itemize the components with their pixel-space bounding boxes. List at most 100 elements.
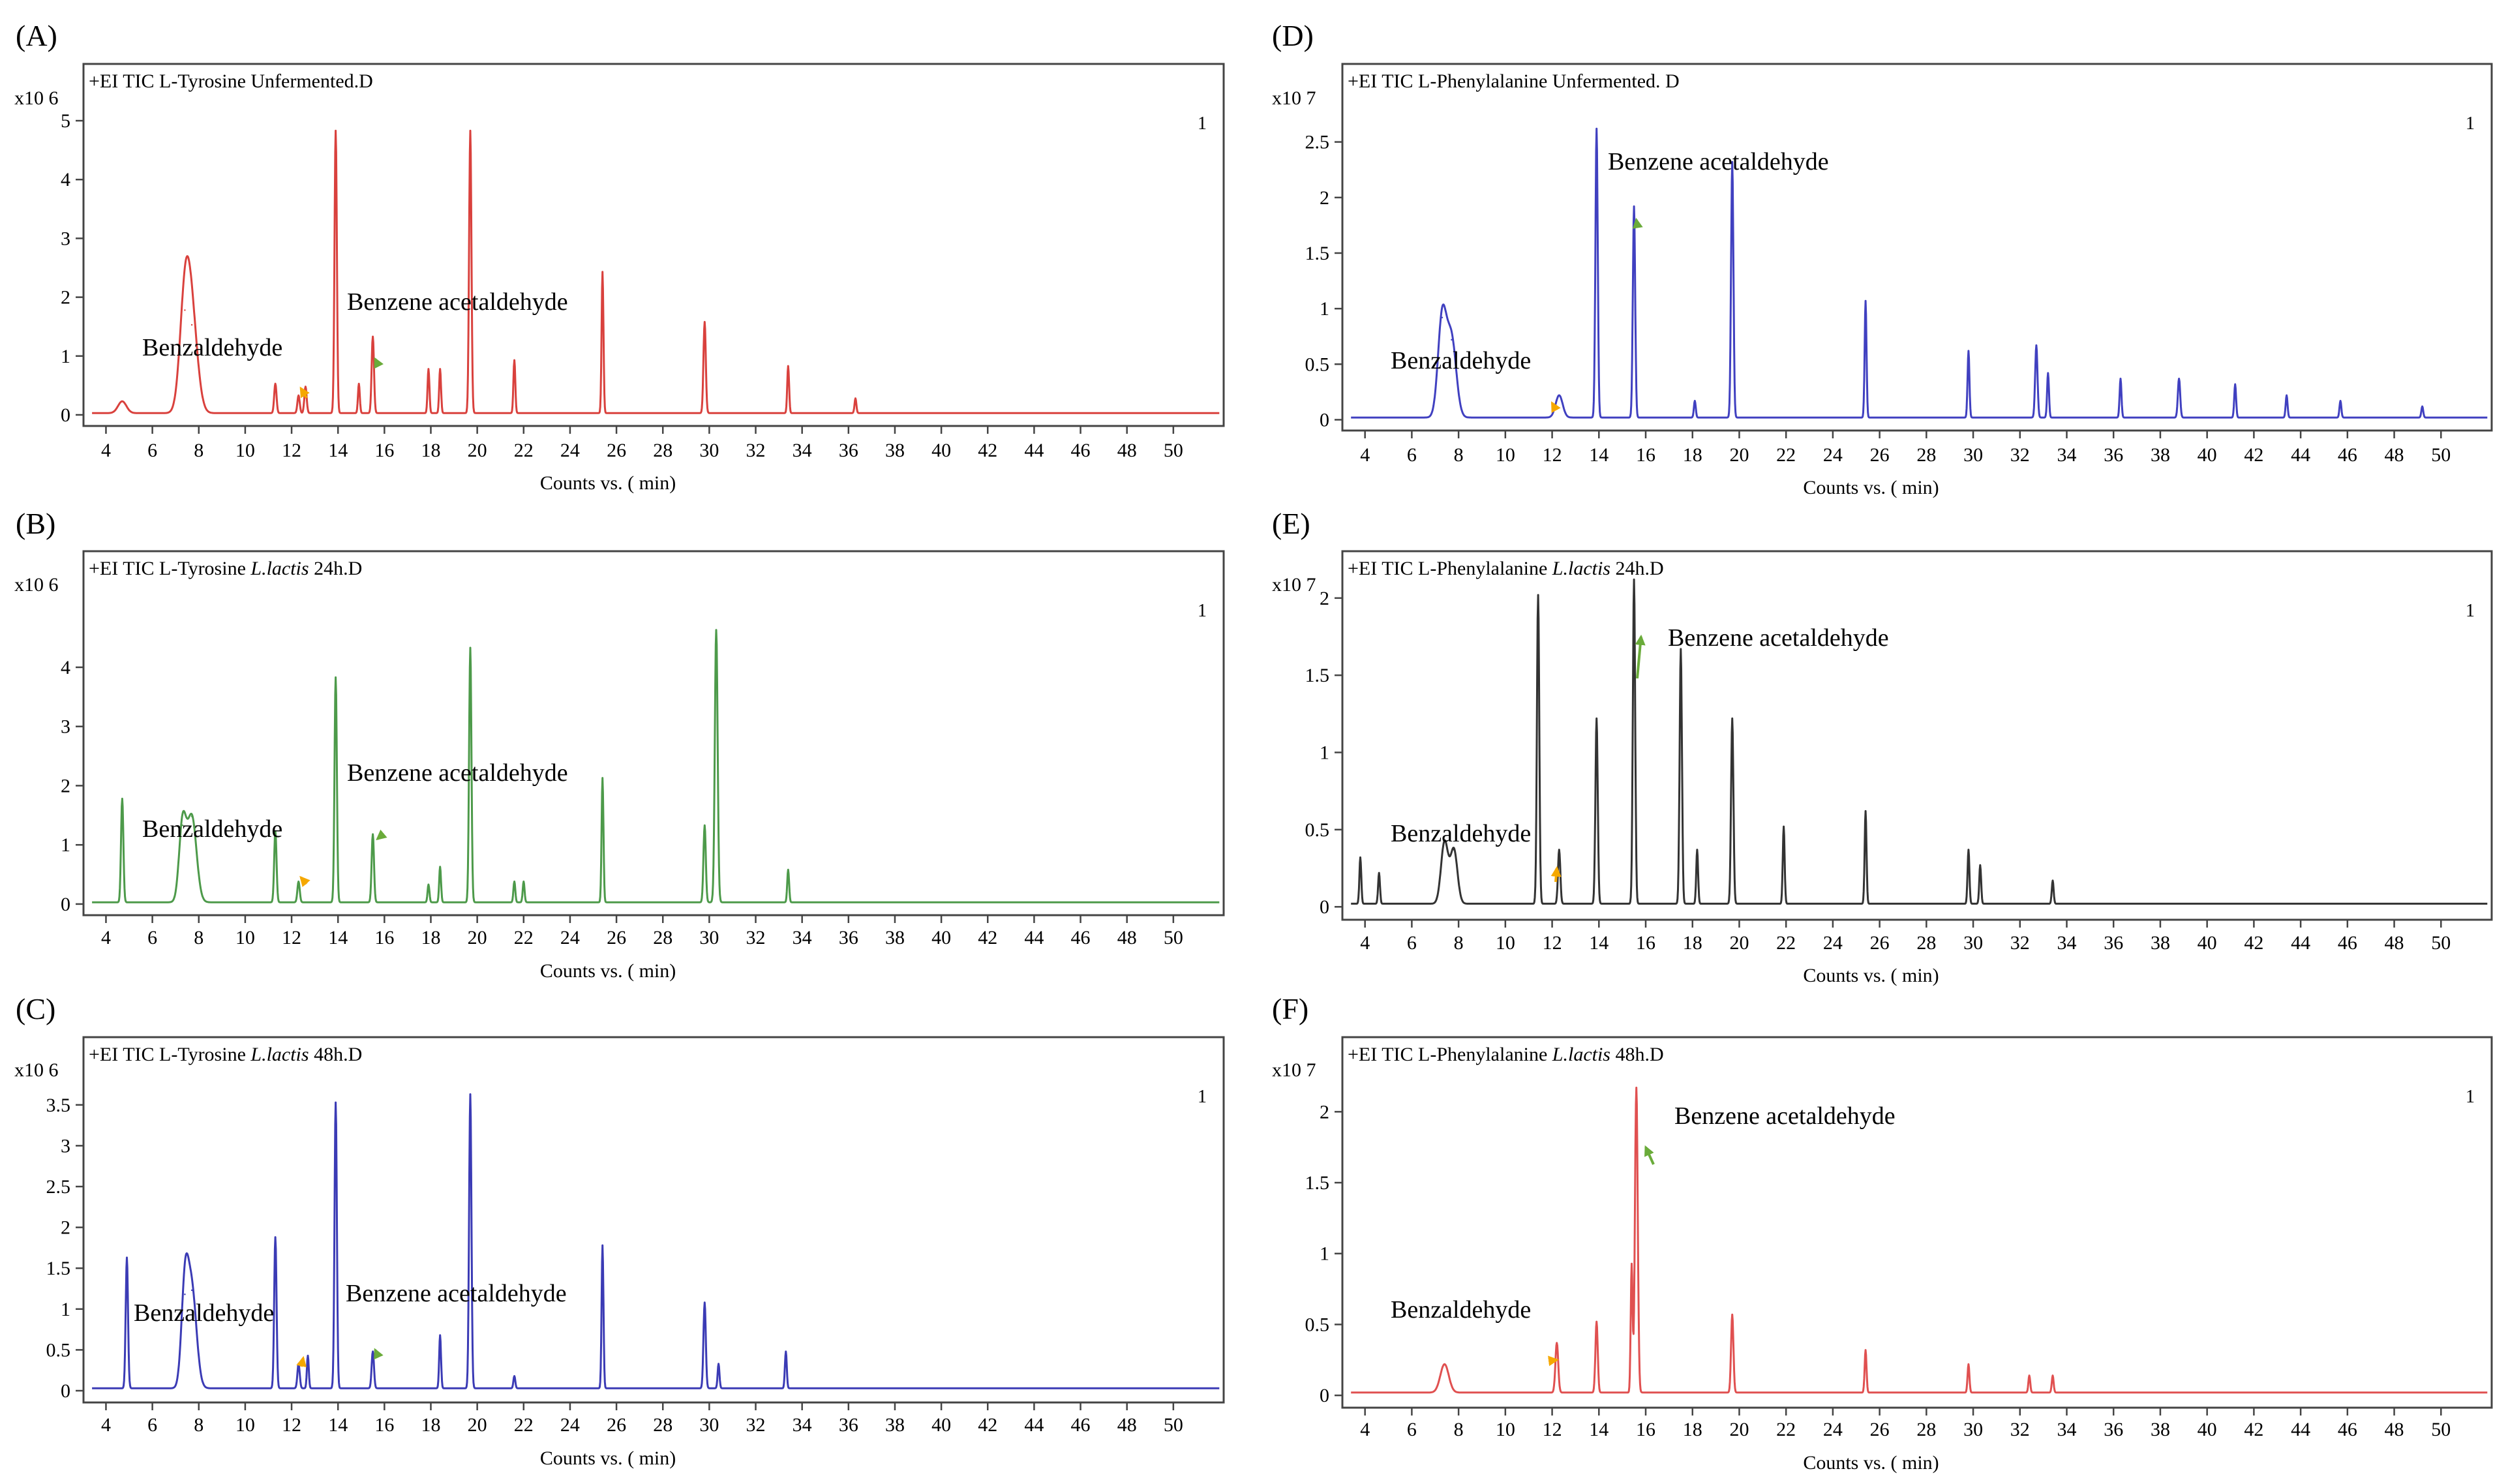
x-tick-label: 12 xyxy=(282,440,301,461)
x-tick-label: 6 xyxy=(147,1414,157,1436)
panel-label: (A) xyxy=(16,19,57,52)
x-tick-label: 26 xyxy=(1870,932,1890,954)
benzaldehyde-label: Benzaldehyde xyxy=(142,815,282,843)
y-tick-label: 0 xyxy=(1320,1385,1329,1406)
x-tick-label: 46 xyxy=(2338,932,2357,954)
y-tick-label: 1 xyxy=(1320,742,1329,764)
peak-apex xyxy=(427,368,430,370)
x-tick-label: 36 xyxy=(839,927,858,948)
trace-header: +EI TIC L-Tyrosine L.lactis 24h.D xyxy=(89,558,362,579)
x-tick-label: 36 xyxy=(2104,444,2123,466)
y-tick-label: 5 xyxy=(61,110,70,132)
panel-label: (B) xyxy=(16,507,55,540)
x-tick-label: 24 xyxy=(560,440,580,461)
x-tick-label: 12 xyxy=(282,927,301,948)
peak-apex xyxy=(190,1289,193,1292)
x-tick-label: 42 xyxy=(978,440,997,461)
peak-apex xyxy=(718,1363,719,1365)
x-tick-label: 22 xyxy=(1776,444,1796,466)
x-tick-label: 20 xyxy=(1729,932,1749,954)
peak-apex xyxy=(190,324,193,326)
peak-apex xyxy=(1696,849,1699,851)
peak-apex xyxy=(601,271,603,273)
x-tick-label: 14 xyxy=(328,927,348,948)
peak-apex xyxy=(2339,400,2342,402)
peak-apex xyxy=(439,866,441,868)
x-tick-label: 4 xyxy=(101,440,111,461)
x-tick-label: 14 xyxy=(1589,1419,1609,1440)
benzene-acetaldehyde-arrow xyxy=(1644,1145,1655,1165)
y-tick-label: 2 xyxy=(61,287,70,309)
peak-apex xyxy=(1595,1320,1597,1323)
x-tick-label: 8 xyxy=(1454,444,1464,466)
peak-apex xyxy=(184,1294,186,1295)
panel-label: (E) xyxy=(1272,507,1310,540)
x-axis-label: Counts vs. ( min) xyxy=(540,960,676,982)
benzene-acetaldehyde-label: Benzene acetaldehyde xyxy=(347,759,568,787)
x-tick-label: 36 xyxy=(839,440,858,461)
peak-apex xyxy=(274,830,277,832)
x-tick-label: 22 xyxy=(1776,932,1796,954)
x-tick-label: 40 xyxy=(2198,1419,2217,1440)
x-tick-label: 50 xyxy=(1164,1414,1183,1436)
x-tick-label: 40 xyxy=(2198,932,2217,954)
x-tick-label: 14 xyxy=(328,440,348,461)
trace-header-suffix: Unfermented.D xyxy=(250,70,372,92)
x-tick-label: 16 xyxy=(374,440,394,461)
x-tick-label: 38 xyxy=(885,927,905,948)
y-tick-label: 0.5 xyxy=(1305,354,1330,375)
x-tick-label: 44 xyxy=(2291,1419,2310,1440)
peak-apex xyxy=(297,881,299,883)
trace-header-suffix: 24h.D xyxy=(309,558,363,579)
panel-a: (A) x10 6 +EI TIC L-Tyrosine Unfermented.D… xyxy=(14,19,1225,494)
x-tick-label: 46 xyxy=(1071,927,1091,948)
plot-frame xyxy=(82,63,1225,427)
peak-apex xyxy=(1556,1342,1558,1344)
x-tick-label: 18 xyxy=(421,1414,440,1436)
peak-apex xyxy=(513,881,515,883)
y-exponent-label: x10 7 xyxy=(1272,1059,1316,1081)
benzaldehyde-label: Benzaldehyde xyxy=(134,1299,274,1327)
x-tick-label: 36 xyxy=(839,1414,858,1436)
x-tick-label: 22 xyxy=(514,927,534,948)
peak-apex xyxy=(274,382,277,385)
x-tick-label: 14 xyxy=(1589,932,1609,954)
x-tick-label: 38 xyxy=(2151,1419,2170,1440)
x-tick-label: 30 xyxy=(1963,444,1983,466)
peak-apex xyxy=(2028,1374,2031,1376)
x-tick-label: 24 xyxy=(560,927,580,948)
peak-apex xyxy=(1453,849,1455,851)
x-tick-label: 48 xyxy=(2385,932,2404,954)
x-tick-label: 12 xyxy=(1543,444,1562,466)
y-tick-label: 1 xyxy=(61,834,70,856)
x-tick-label: 28 xyxy=(653,927,672,948)
x-axis-label: Counts vs. ( min) xyxy=(1803,1452,1939,1474)
y-tick-label: 4 xyxy=(61,169,70,190)
peak-apex xyxy=(2178,378,2180,380)
peak-apex xyxy=(372,833,374,836)
peak-apex xyxy=(2051,1374,2054,1376)
peak-apex xyxy=(121,798,123,800)
peak-apex xyxy=(1731,161,1733,163)
y-tick-label: 0.5 xyxy=(1305,819,1330,841)
x-axis-label: Counts vs. ( min) xyxy=(540,472,676,494)
peak-apex xyxy=(274,1236,277,1238)
x-tick-label: 42 xyxy=(2244,932,2263,954)
corner-mark: 1 xyxy=(1198,114,1207,134)
x-tick-label: 8 xyxy=(1454,932,1464,954)
x-tick-label: 44 xyxy=(1024,440,1044,461)
trace-header-prefix: +EI TIC L-Phenylalanine xyxy=(1348,70,1552,92)
y-tick-label: 0.5 xyxy=(46,1339,71,1361)
panel-e: (E) x10 7 +EI TIC L-Phenylalanine L.lactis… xyxy=(1272,507,2493,986)
trace-header: +EI TIC L-Tyrosine Unfermented.D xyxy=(89,70,373,92)
peak-apex xyxy=(335,130,337,132)
x-tick-label: 50 xyxy=(1164,440,1183,461)
peak-apex xyxy=(1558,394,1560,397)
x-tick-label: 40 xyxy=(931,440,951,461)
peak-apex xyxy=(854,397,856,399)
benzaldehyde-arrow xyxy=(299,386,310,399)
y-tick-label: 1 xyxy=(61,346,70,367)
benzene-acetaldehyde-arrow xyxy=(1635,634,1646,679)
peak-apex xyxy=(522,881,524,883)
benzaldehyde-arrow xyxy=(296,1355,307,1368)
